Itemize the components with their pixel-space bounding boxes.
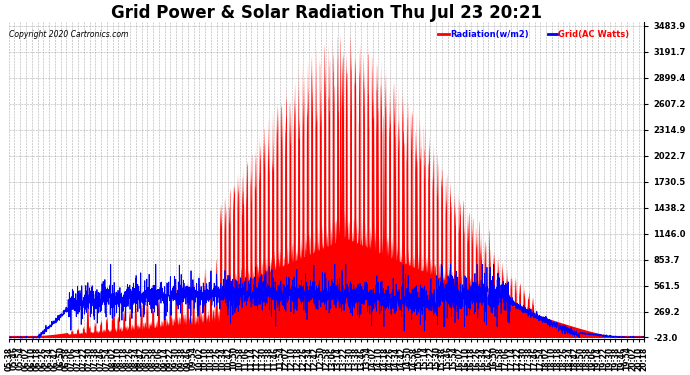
Text: Grid(AC Watts): Grid(AC Watts) xyxy=(558,30,629,39)
Text: Copyright 2020 Cartronics.com: Copyright 2020 Cartronics.com xyxy=(9,30,128,39)
Text: Radiation(w/m2): Radiation(w/m2) xyxy=(451,30,529,39)
Title: Grid Power & Solar Radiation Thu Jul 23 20:21: Grid Power & Solar Radiation Thu Jul 23 … xyxy=(111,4,542,22)
